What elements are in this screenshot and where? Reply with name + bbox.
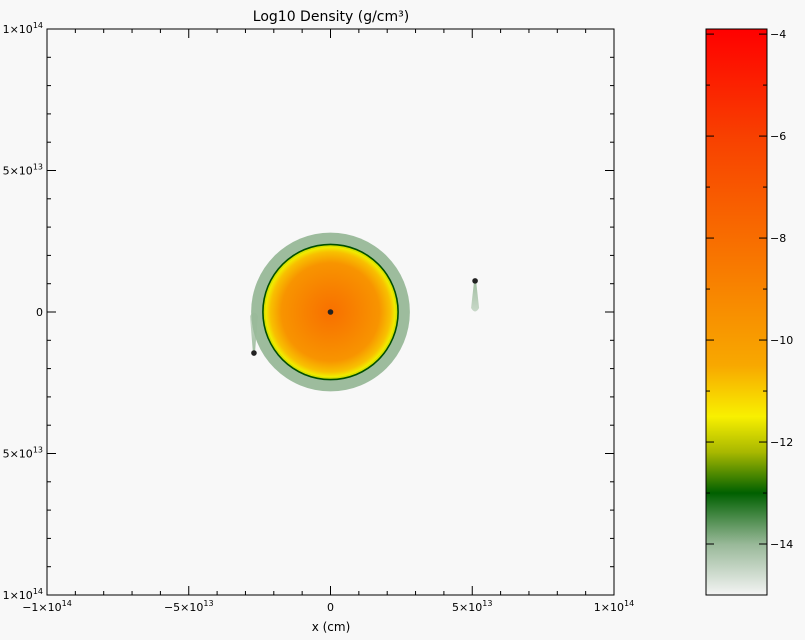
colorbar: −4 −6 −8 −10 −12 −14: [705, 28, 793, 596]
particle-point: [472, 278, 478, 284]
y-axis: 1×1014 5×1013 0 5×1013 1×1014: [3, 21, 614, 602]
tick-label: −5×1013: [164, 599, 214, 614]
tick-label: 5×1013: [3, 446, 43, 461]
tick-label: 5×1013: [3, 163, 43, 178]
colorbar-ticks: −4 −6 −8 −10 −12 −14: [706, 28, 793, 596]
x-axis: −1×1014 −5×1013 0 5×1013 1×1014: [22, 29, 634, 614]
tick-label: −1×1014: [22, 599, 72, 614]
colorbar-tick-label: −14: [770, 538, 793, 551]
gas-trail: [471, 280, 480, 312]
colorbar-tick-label: −10: [770, 334, 793, 347]
plot-features: [249, 232, 480, 392]
colorbar-gradient: [705, 28, 768, 596]
tick-label: 1×1014: [3, 587, 43, 602]
colorbar-tick-label: −12: [770, 436, 793, 449]
chart-title: Log10 Density (g/cm³): [253, 9, 409, 25]
colorbar-tick-label: −6: [770, 130, 786, 143]
plot-area: −1×1014 −5×1013 0 5×1013 1×1014 1×1014 5×1013…: [3, 21, 635, 614]
tick-label: 1×1014: [594, 599, 634, 614]
x-axis-label: x (cm): [312, 620, 351, 634]
particle-point: [251, 350, 257, 356]
particle-point: [327, 309, 334, 315]
tick-label: 1×1014: [3, 21, 43, 36]
tick-label: 5×1013: [452, 599, 492, 614]
colorbar-tick-label: −8: [770, 232, 786, 245]
tick-label: 0: [36, 306, 43, 319]
colorbar-tick-label: −4: [770, 28, 786, 41]
tick-label: 0: [327, 601, 334, 614]
